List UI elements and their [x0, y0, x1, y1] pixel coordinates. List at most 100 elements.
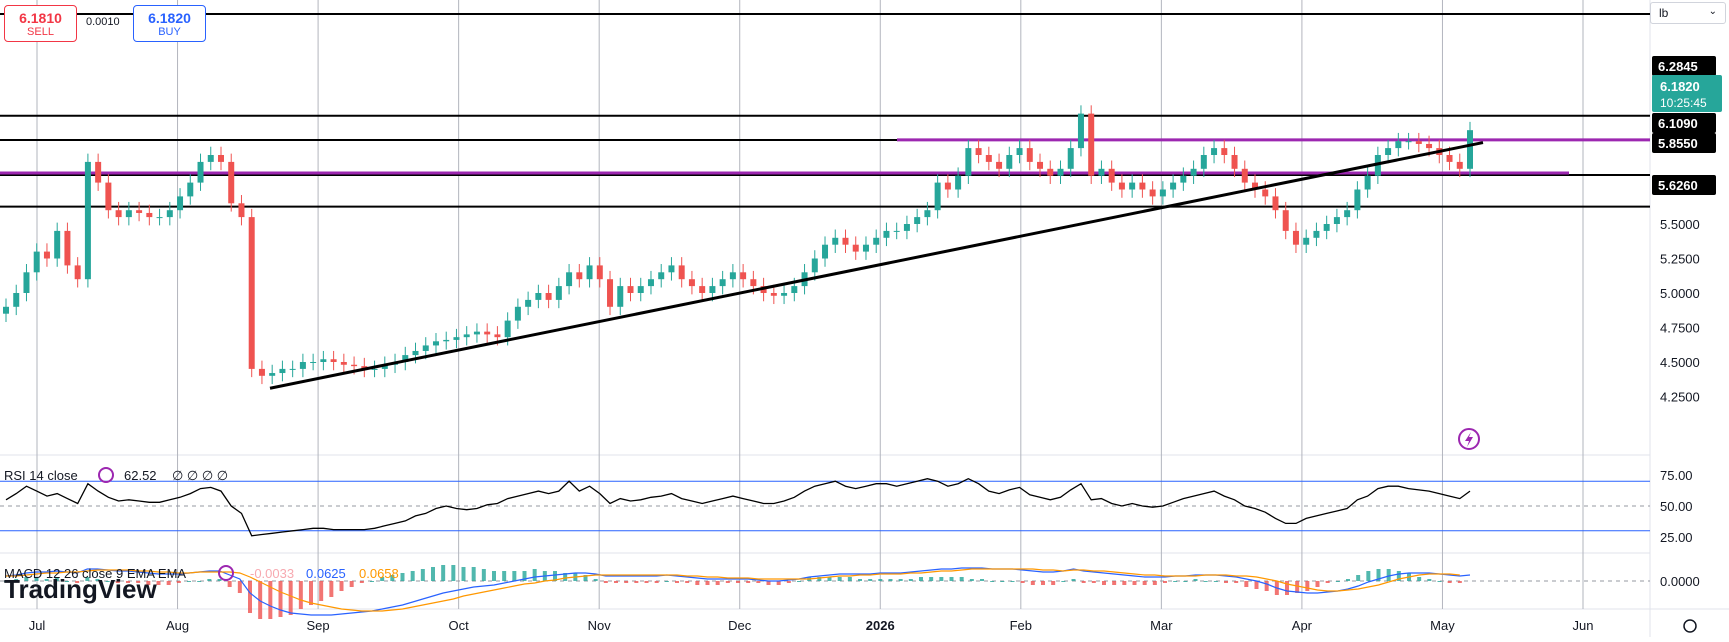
candle-body [893, 230, 900, 232]
macd-hist-bar [959, 577, 964, 581]
candle-body [402, 355, 409, 362]
candle-body [514, 306, 521, 321]
candle-body [289, 368, 296, 370]
unit-selector[interactable]: lb ⌄ [1650, 2, 1726, 24]
macd-hist-bar [298, 581, 303, 609]
macd-hist-bar [278, 581, 283, 617]
macd-hist-bar [583, 575, 588, 581]
spread-value: 0.0010 [86, 16, 120, 28]
candle-body [1292, 230, 1299, 245]
macd-hist-bar [654, 581, 659, 583]
candle-body [1016, 148, 1023, 155]
month-label: 2026 [866, 618, 895, 633]
macd-hist-bar [593, 579, 598, 581]
candle-body [924, 210, 931, 218]
sell-button[interactable]: 6.1810 SELL [4, 5, 77, 42]
macd-hist-bar [14, 579, 19, 581]
macd-hist-bar [370, 581, 374, 582]
candle-body [3, 306, 9, 314]
macd-signal-value: 0.0658 [359, 566, 399, 581]
candle-body [443, 339, 450, 342]
macd-hist-bar [908, 579, 913, 581]
buy-button[interactable]: 6.1820 BUY [133, 5, 206, 42]
macd-hist-bar [990, 581, 995, 582]
candle-body [1200, 155, 1207, 169]
candle-body [228, 161, 235, 204]
macd-hist-bar [176, 581, 181, 583]
macd-hist-bar [715, 581, 720, 585]
candle-body [156, 217, 163, 219]
unit-label: lb [1659, 6, 1669, 20]
macd-hist-bar [736, 581, 740, 583]
candle-body [1272, 196, 1279, 211]
candle-body [770, 293, 777, 296]
candle-body [299, 362, 306, 369]
macd-hist-bar [969, 579, 974, 581]
candle-body [248, 217, 255, 369]
macd-hist-bar [1224, 581, 1228, 583]
macd-hist-bar [227, 581, 232, 587]
macd-hist-bar [766, 581, 771, 585]
macd-hist-bar [746, 581, 751, 583]
candle-body [432, 341, 439, 346]
candle-body [484, 331, 491, 335]
candle-body [852, 244, 859, 252]
candle-body [95, 161, 102, 183]
candle-body [1446, 155, 1453, 162]
macd-hist-bar [1254, 581, 1259, 589]
macd-hist-bar [898, 579, 903, 581]
candle-body [1098, 168, 1105, 176]
candle-body [1067, 148, 1074, 169]
level-mid-tag-bg [1652, 113, 1716, 133]
candle-body [596, 265, 603, 280]
macd-hist-bar [776, 581, 781, 585]
candle-body [781, 293, 788, 296]
macd-hist-bar [136, 581, 141, 583]
candle-body [463, 334, 470, 338]
candle-body [238, 203, 245, 218]
buy-label: BUY [158, 26, 181, 38]
candle-body [862, 244, 869, 252]
macd-hist-bar [95, 579, 100, 581]
macd-hist-bar [481, 569, 486, 581]
candle-body [197, 161, 204, 183]
macd-hist-bar [1315, 581, 1320, 587]
macd-hist-bar [248, 581, 252, 613]
macd-hist-bar [817, 577, 822, 581]
sell-label: SELL [27, 26, 54, 38]
macd-hist-bar [1376, 569, 1381, 581]
macd-hist-bar [878, 579, 883, 581]
macd-hist-bar [359, 581, 364, 583]
macd-hist-bar [217, 579, 222, 581]
macd-hist-bar [664, 581, 669, 582]
chevron-down-icon: ⌄ [1708, 6, 1717, 17]
macd-hist-bar [1051, 581, 1056, 585]
month-label: Nov [588, 618, 612, 633]
macd-hist-bar [24, 577, 29, 581]
candle-body [832, 237, 839, 245]
macd-hist-bar [1071, 579, 1076, 581]
month-label: Apr [1292, 618, 1313, 633]
candle-body [1088, 113, 1095, 176]
rsi-tick: 25.00 [1660, 530, 1693, 545]
macd-hist-bar [1041, 581, 1045, 585]
candle-body [1323, 224, 1330, 231]
macd-hist-bar [1061, 581, 1066, 582]
candle-body [43, 251, 50, 259]
lightning-glyph [1465, 432, 1473, 447]
candle-body [1282, 210, 1289, 231]
candle-body [719, 279, 726, 287]
macd-hist-bar [44, 579, 49, 581]
macd-line-value: 0.0625 [306, 566, 346, 581]
candle-body [1221, 148, 1228, 155]
candle-body [494, 334, 501, 338]
macd-hist-bar [1173, 581, 1178, 582]
level-top-tag-bg [1652, 56, 1716, 76]
candle-body [996, 161, 1003, 169]
candle-body [555, 286, 562, 300]
level-bottom-tag: 5.6260 [1658, 178, 1698, 193]
macd-hist-bar [1447, 581, 1452, 583]
rsi-extra: ∅ ∅ ∅ ∅ [172, 468, 228, 483]
